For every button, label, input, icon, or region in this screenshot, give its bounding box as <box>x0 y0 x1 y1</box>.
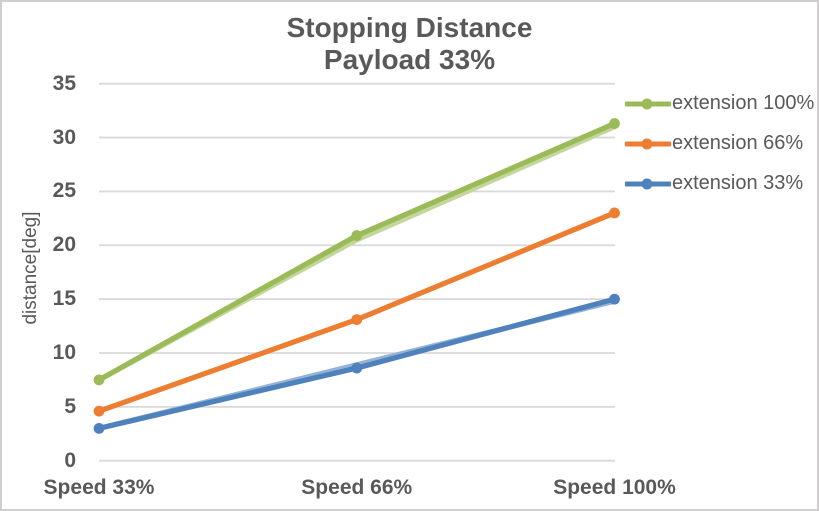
y-tick-label-0: 0 <box>64 448 76 472</box>
y-tick-label-30: 30 <box>52 125 76 149</box>
marker-extension-66--pt1 <box>351 314 363 325</box>
marker-extension-66--pt2 <box>609 207 620 219</box>
y-tick-label-15: 15 <box>52 287 76 311</box>
chart-title: Stopping Distance Payload 33% <box>2 12 817 76</box>
marker-extension-100--pt1 <box>351 230 363 241</box>
legend-label-2: extension 33% <box>672 172 804 195</box>
y-tick-label-20: 20 <box>52 233 76 257</box>
marker-extension-100--pt0 <box>93 374 105 386</box>
marker-extension-33--pt0 <box>93 422 105 434</box>
y-tick-label-10: 10 <box>52 340 76 364</box>
chart-title-line2: Payload 33% <box>323 44 496 75</box>
x-axis-label-2: Speed 100% <box>553 476 676 499</box>
y-tick-label-25: 25 <box>52 179 76 203</box>
marker-extension-66--pt0 <box>93 405 105 417</box>
shadow-series-line-0 <box>96 124 618 383</box>
legend-marker-icon <box>625 138 671 150</box>
marker-extension-100--pt2 <box>609 118 620 129</box>
marker-extension-33--pt2 <box>609 293 620 305</box>
x-axis-label-1: Speed 66% <box>301 476 413 499</box>
chart-title-line1: Stopping Distance <box>286 12 533 43</box>
marker-extension-33--pt1 <box>351 362 363 374</box>
legend-item-2: extension 33% <box>625 169 803 199</box>
y-tick-label-35: 35 <box>52 71 76 95</box>
legend-marker-icon <box>625 178 671 190</box>
y-tick-label-5: 5 <box>64 394 76 418</box>
legend-item-1: extension 66% <box>625 129 803 159</box>
x-axis-label-0: Speed 33% <box>43 476 155 499</box>
legend-label-0: extension 100% <box>672 92 815 115</box>
legend-item-0: extension 100% <box>625 89 814 119</box>
legend-label-1: extension 66% <box>672 132 804 155</box>
legend-marker-icon <box>625 98 671 110</box>
